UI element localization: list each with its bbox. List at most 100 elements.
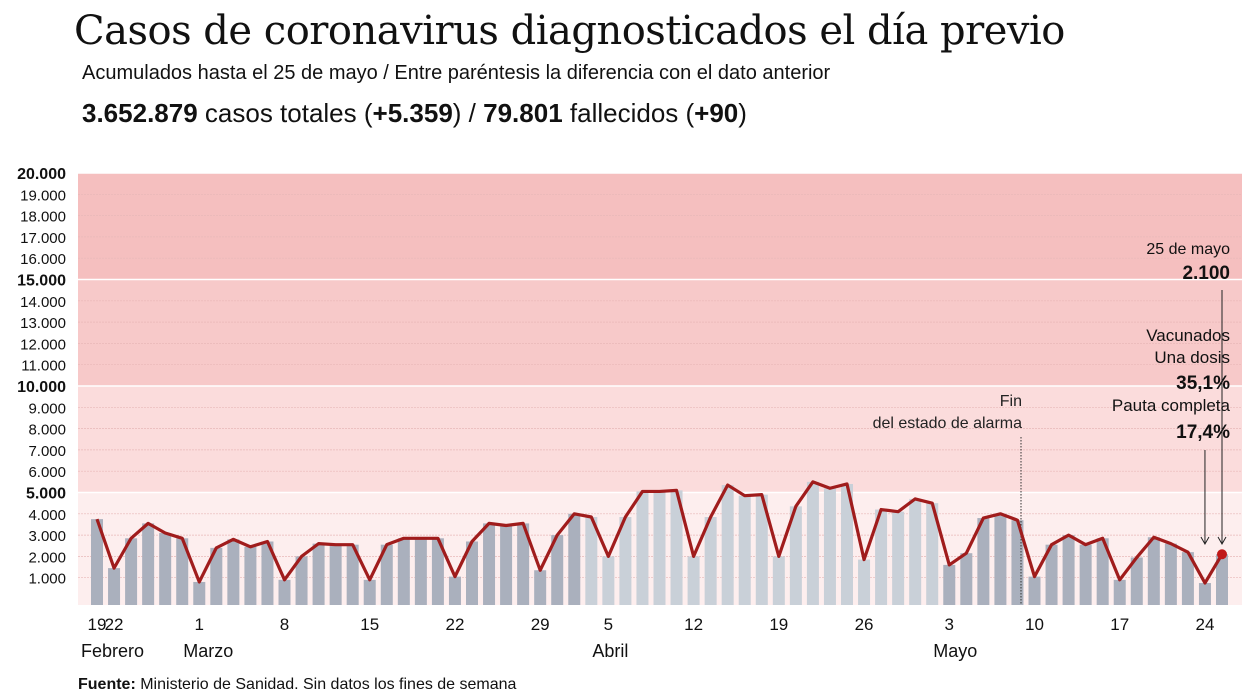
bar xyxy=(1164,543,1177,605)
bar xyxy=(551,535,564,605)
y-tick-label: 11.000 xyxy=(21,358,66,375)
x-tick-label: 8 xyxy=(280,615,289,634)
bar xyxy=(1198,583,1211,605)
bar xyxy=(670,490,683,605)
y-tick-label: 9.000 xyxy=(28,400,66,417)
band-5000 xyxy=(78,386,1242,493)
bar xyxy=(1130,557,1143,605)
arrow-head-icon xyxy=(1200,536,1210,546)
bar xyxy=(1147,537,1160,605)
y-tick-label: 12.000 xyxy=(20,336,66,353)
bar xyxy=(806,481,819,605)
month-label: Febrero xyxy=(81,641,144,661)
source-label: Fuente: xyxy=(78,676,136,693)
month-label: Marzo xyxy=(183,641,233,661)
x-tick-label: 15 xyxy=(360,615,379,634)
bar xyxy=(1062,535,1075,605)
y-tick-label: 2.000 xyxy=(28,549,66,566)
y-tick-label: 13.000 xyxy=(20,315,66,332)
close-paren: ) xyxy=(738,98,747,128)
bar xyxy=(636,491,649,605)
y-tick-label: 3.000 xyxy=(28,528,66,545)
band-15000 xyxy=(78,173,1242,280)
band-10000 xyxy=(78,279,1242,386)
bar xyxy=(1216,554,1228,605)
last-value-label: 2.100 xyxy=(1182,263,1230,284)
cases-label: casos totales ( xyxy=(197,98,373,128)
bar xyxy=(312,543,325,605)
y-tick-label: 17.000 xyxy=(20,230,66,247)
bar xyxy=(142,523,155,605)
bar xyxy=(653,491,666,605)
totals: 3.652.879 casos totales (+5.359) / 79.80… xyxy=(82,98,747,129)
bar xyxy=(397,538,410,605)
y-tick-label: 16.000 xyxy=(20,251,66,268)
bar xyxy=(329,544,342,605)
bar xyxy=(466,541,478,605)
bar xyxy=(125,538,138,605)
full-dose-label: Pauta completa xyxy=(1112,396,1231,415)
cases-diff: +5.359 xyxy=(372,98,453,128)
one-dose-label: Una dosis xyxy=(1154,348,1230,367)
y-tick-label: 1.000 xyxy=(28,571,66,588)
bar xyxy=(704,516,717,605)
alarm-label: del estado de alarma xyxy=(873,415,1023,432)
x-tick-label: 12 xyxy=(684,615,703,634)
deaths-diff: +90 xyxy=(694,98,739,128)
x-tick-label: 19 xyxy=(88,615,107,634)
bar xyxy=(687,556,700,605)
bar xyxy=(159,532,172,605)
bar xyxy=(346,544,359,605)
total-cases: 3.652.879 xyxy=(82,98,198,128)
total-deaths: 79.801 xyxy=(483,98,563,128)
bar xyxy=(619,516,632,605)
bar xyxy=(892,511,905,605)
bar xyxy=(755,494,768,605)
chart-subtitle: Acumulados hasta el 25 de mayo / Entre p… xyxy=(82,62,831,84)
bar xyxy=(483,523,496,605)
bar xyxy=(1028,576,1041,605)
x-tick-label: 10 xyxy=(1025,615,1044,634)
chart-title: Casos de coronavirus diagnosticados el d… xyxy=(74,8,1065,54)
bar xyxy=(414,538,427,605)
x-tick-label: 29 xyxy=(531,615,550,634)
bar xyxy=(960,553,973,605)
bar xyxy=(1045,544,1058,605)
y-tick-label: 4.000 xyxy=(28,507,66,524)
y-tick-label: 15.000 xyxy=(17,273,66,290)
bar xyxy=(1181,552,1194,605)
bar xyxy=(772,556,785,605)
bar xyxy=(517,523,530,605)
y-tick-label: 7.000 xyxy=(28,443,66,460)
bar xyxy=(568,513,581,605)
y-tick-label: 19.000 xyxy=(20,187,66,204)
month-label: Mayo xyxy=(933,641,977,661)
full-dose-pct: 17,4% xyxy=(1176,422,1230,443)
bar xyxy=(448,576,461,605)
bar xyxy=(176,538,189,605)
x-tick-label: 24 xyxy=(1195,615,1214,634)
x-tick-label: 26 xyxy=(855,615,874,634)
bar xyxy=(943,564,956,605)
deaths-label: fallecidos ( xyxy=(562,98,695,128)
bar xyxy=(380,544,393,605)
bar xyxy=(91,519,103,605)
bar xyxy=(261,541,274,605)
month-label: Abril xyxy=(592,641,628,661)
y-tick-label: 18.000 xyxy=(20,209,66,226)
separator: ) / xyxy=(452,98,484,128)
cases-line xyxy=(95,480,1224,585)
alarm-label: Fin xyxy=(1000,393,1022,410)
bar xyxy=(875,509,888,605)
bar xyxy=(108,568,121,605)
x-tick-label: 5 xyxy=(604,615,613,634)
bar xyxy=(500,525,513,605)
x-tick-label: 1 xyxy=(195,615,204,634)
bar xyxy=(738,495,751,605)
bar xyxy=(602,556,615,605)
bar xyxy=(431,538,444,605)
bar xyxy=(278,579,291,605)
x-tick-label: 22 xyxy=(105,615,124,634)
x-tick-label: 19 xyxy=(769,615,788,634)
